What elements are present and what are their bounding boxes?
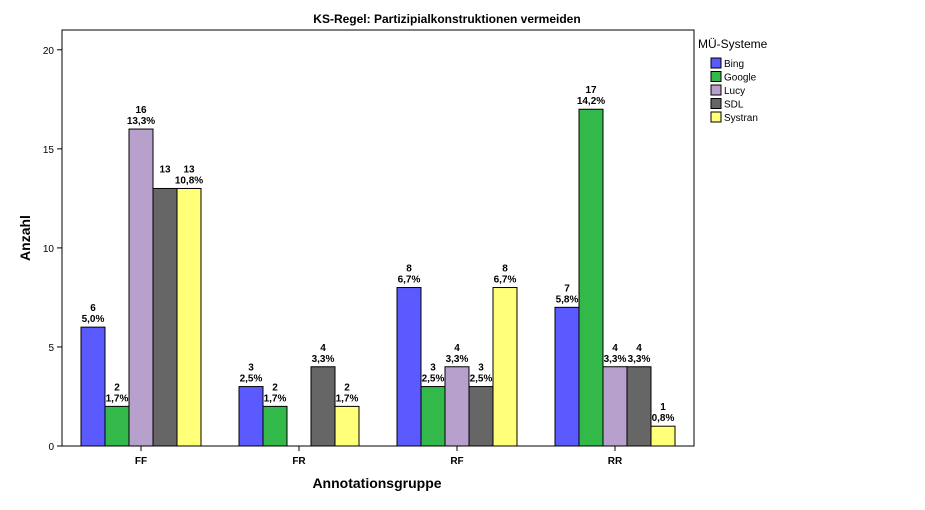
y-tick-label: 0 [48, 442, 54, 453]
data-label-percent: 0,8% [652, 413, 675, 424]
data-label-percent: 6,7% [398, 275, 421, 286]
data-label-percent: 2,5% [422, 374, 445, 385]
data-label-percent: 2,5% [240, 374, 263, 385]
bar-bing-rf [396, 287, 422, 447]
bar-bing-fr [238, 386, 264, 447]
x-tick-label: RR [608, 456, 623, 467]
y-axis: 0 5 10 15 20 [43, 46, 62, 453]
x-tick-label: RF [450, 456, 463, 467]
data-label-percent: 1,7% [264, 393, 287, 404]
data-label-count: 13 [159, 164, 171, 175]
bar-systran-ff [176, 187, 202, 447]
data-label-count: 2 [114, 382, 120, 393]
legend-label-systran: Systran [724, 113, 758, 124]
bar-bing-rr [554, 306, 580, 447]
data-label-percent: 2,5% [470, 374, 493, 385]
y-axis-title: Anzahl [17, 215, 33, 261]
data-label-percent: 3,3% [312, 354, 335, 365]
data-label-percent: 13,3% [127, 116, 155, 127]
data-label-count: 8 [502, 264, 508, 275]
bar-lucy-ff [128, 128, 154, 447]
data-label-count: 3 [248, 363, 254, 374]
bar-lucy-rf [444, 366, 470, 447]
data-label-count: 16 [135, 105, 147, 116]
legend-swatch-systran [710, 111, 722, 123]
y-tick-label: 15 [43, 145, 55, 156]
data-label-percent: 14,2% [577, 96, 605, 107]
legend-swatch-lucy [710, 84, 722, 96]
bar-systran-rf [492, 287, 518, 447]
legend-swatch-bing [710, 57, 722, 69]
data-label-count: 17 [585, 85, 597, 96]
bar-lucy-rr [602, 366, 628, 447]
data-label-percent: 1,7% [336, 393, 359, 404]
data-label-percent: 10,8% [175, 175, 203, 186]
data-label-count: 1 [660, 402, 666, 413]
data-label-percent: 5,8% [556, 294, 579, 305]
bar-sdl-rf [468, 386, 494, 447]
bar-systran-rr [650, 425, 676, 447]
x-tick-label: FF [135, 456, 147, 467]
data-label-percent: 6,7% [494, 275, 517, 286]
data-label-count: 4 [636, 343, 642, 354]
legend-title: MÜ-Systeme [698, 37, 768, 51]
chart-title: KS-Regel: Partizipialkonstruktionen verm… [313, 12, 580, 26]
y-tick-label: 5 [48, 343, 54, 354]
data-label-count: 8 [406, 264, 412, 275]
bars-group [80, 108, 676, 447]
bar-google-rf [420, 386, 446, 447]
data-label-count: 7 [564, 283, 570, 294]
legend-label-sdl: SDL [724, 100, 744, 111]
data-label-percent: 1,7% [106, 393, 129, 404]
bar-sdl-ff [152, 187, 178, 447]
data-labels-group: 65,0%32,5%86,7%75,8%21,7%21,7%32,5%1714,… [82, 85, 675, 424]
bar-google-ff [104, 405, 130, 447]
legend: MÜ-Systeme Bing Google Lucy SDL Systran [698, 37, 768, 124]
bar-systran-fr [334, 405, 360, 447]
legend-label-bing: Bing [724, 59, 744, 70]
data-label-percent: 3,3% [604, 354, 627, 365]
x-axis: FF FR RF RR [135, 446, 623, 467]
legend-swatch-google [710, 71, 722, 82]
legend-label-google: Google [724, 73, 757, 84]
bar-sdl-fr [310, 366, 336, 447]
bar-google-rr [578, 108, 604, 447]
data-label-percent: 3,3% [446, 354, 469, 365]
y-tick-label: 10 [43, 244, 55, 255]
data-label-count: 2 [272, 382, 278, 393]
x-axis-title: Annotationsgruppe [312, 475, 441, 491]
y-tick-label: 20 [43, 46, 55, 57]
data-label-count: 13 [183, 164, 195, 175]
data-label-count: 2 [344, 382, 350, 393]
data-label-count: 3 [478, 363, 484, 374]
bar-bing-ff [80, 326, 106, 447]
legend-label-lucy: Lucy [724, 86, 745, 97]
bar-google-fr [262, 405, 288, 447]
data-label-count: 4 [320, 343, 326, 354]
x-tick-label: FR [292, 456, 306, 467]
data-label-count: 6 [90, 303, 96, 314]
data-label-percent: 5,0% [82, 314, 105, 325]
legend-swatch-sdl [710, 98, 722, 109]
data-label-count: 4 [454, 343, 460, 354]
data-label-count: 3 [430, 363, 436, 374]
bar-sdl-rr [626, 366, 652, 447]
data-label-percent: 3,3% [628, 354, 651, 365]
plot-area-frame [61, 29, 695, 447]
data-label-count: 4 [612, 343, 618, 354]
